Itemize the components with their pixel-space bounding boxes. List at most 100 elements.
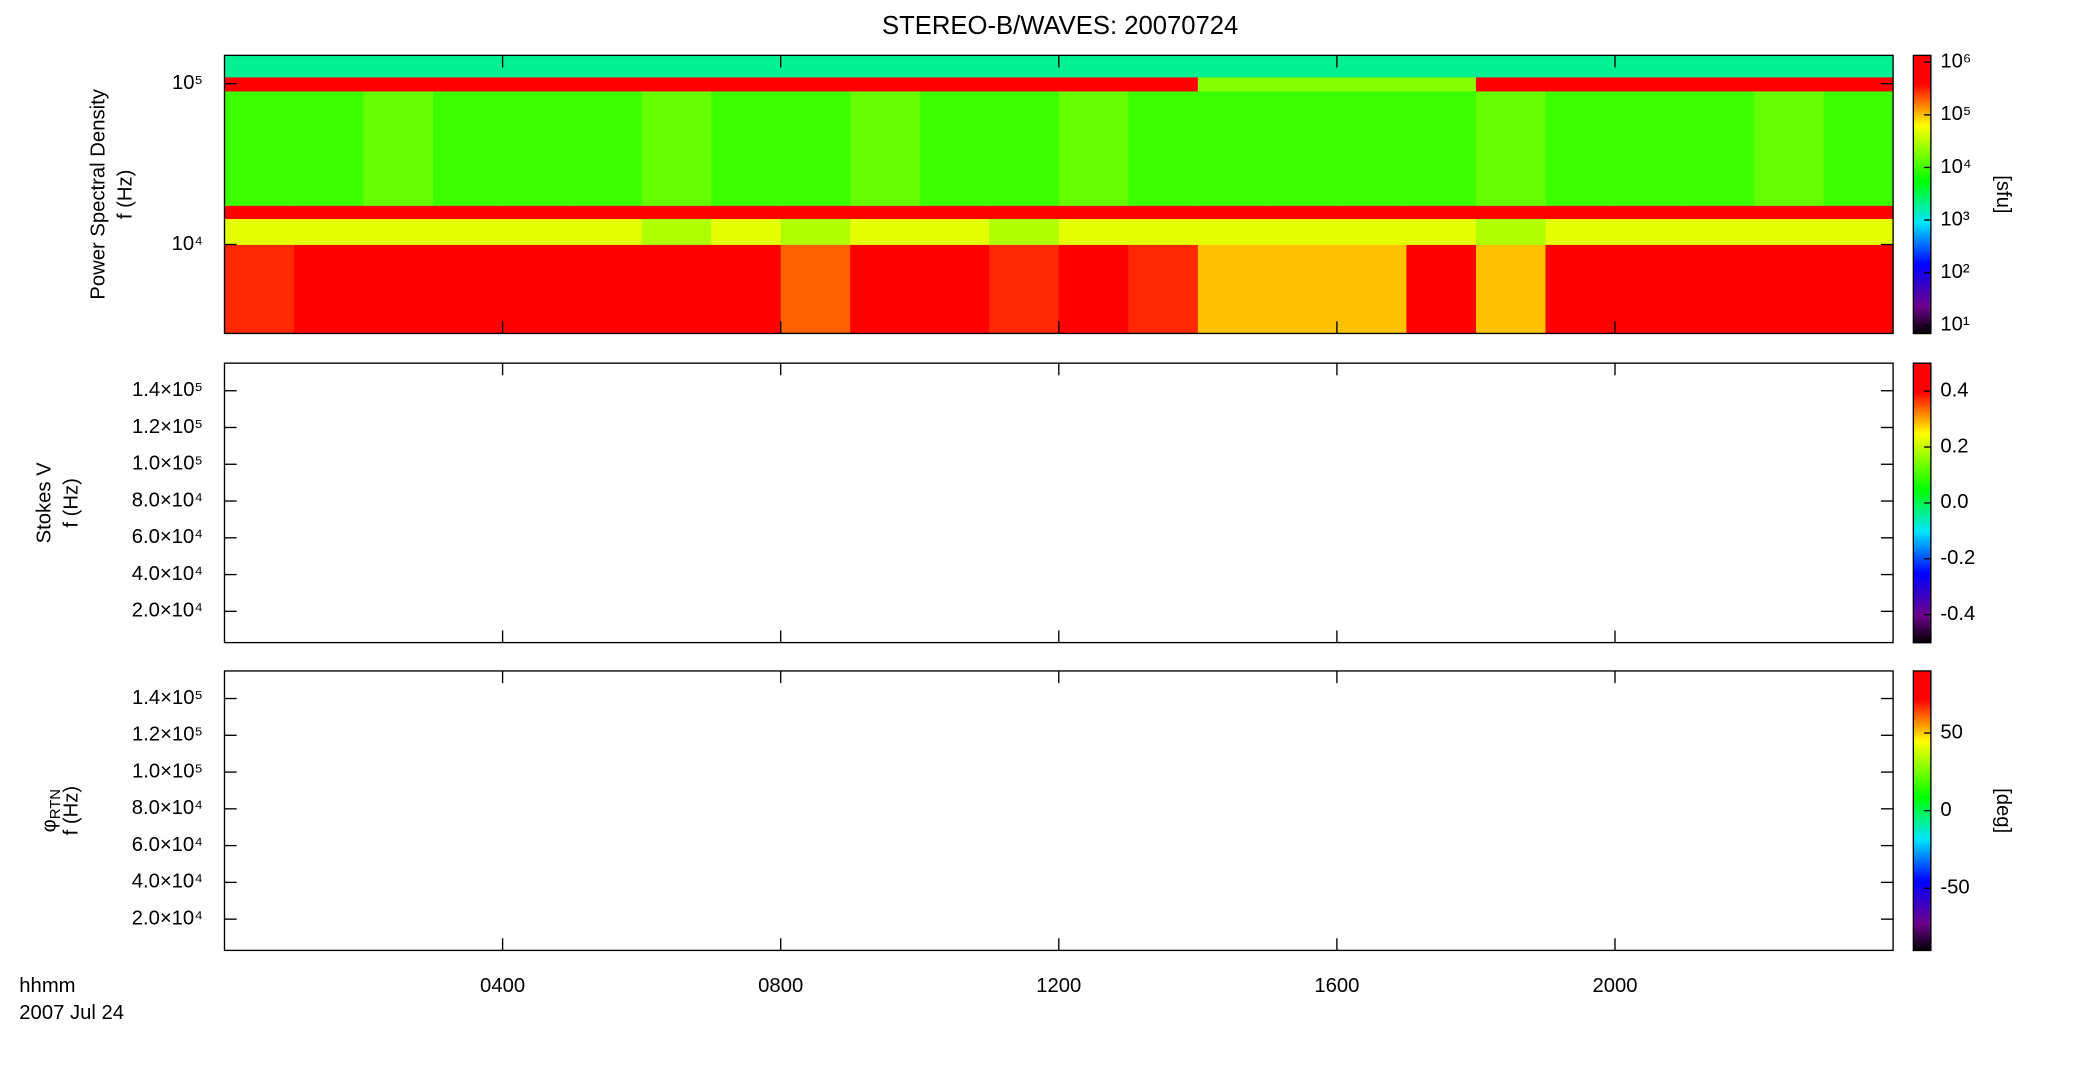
y-tick-label: 1.0×10⁵ [132, 760, 203, 782]
colorbar-strip [1913, 726, 1931, 730]
colorbar-strip [1913, 69, 1931, 73]
heatmap-cell [1336, 77, 1407, 92]
y-tick-label: 1.0×10⁵ [132, 453, 203, 475]
heatmap-cell [572, 218, 643, 245]
colorbar-strip [1913, 687, 1931, 691]
colorbar-strip [1913, 178, 1931, 182]
y-axis-label: Stokes V [33, 462, 55, 544]
x-axis-date: 2007 Jul 24 [19, 1002, 124, 1024]
heatmap-cell [502, 205, 573, 219]
heatmap-cell [502, 77, 573, 92]
colorbar-strip [1913, 273, 1931, 277]
heatmap-cell [1406, 77, 1477, 92]
colorbar-strip [1913, 250, 1931, 254]
colorbar-strip [1913, 575, 1931, 579]
colorbar-strip [1913, 927, 1931, 931]
heatmap-cell [572, 205, 643, 219]
heatmap-cell [641, 77, 712, 92]
colorbar-tick-label: -0.2 [1940, 547, 1975, 569]
colorbar-strip [1913, 421, 1931, 425]
colorbar-strip [1913, 182, 1931, 186]
colorbar-strip [1913, 268, 1931, 272]
colorbar-strip [1913, 771, 1931, 775]
colorbar-strip [1913, 451, 1931, 455]
colorbar-strip [1913, 224, 1931, 228]
heatmap-cell [363, 77, 434, 92]
heatmap-cell [363, 91, 434, 206]
colorbar-strip [1913, 456, 1931, 460]
y-tick-label: 8.0×10⁴ [132, 797, 203, 819]
heatmap-cell [1267, 91, 1338, 206]
heatmap-cell [780, 91, 851, 206]
colorbar-strip [1913, 412, 1931, 416]
colorbar-strip [1913, 402, 1931, 406]
colorbar-strip [1913, 55, 1931, 59]
colorbar-strip [1913, 384, 1931, 388]
colorbar-strip [1913, 64, 1931, 68]
y-tick-label: 4.0×10⁴ [132, 871, 203, 893]
colorbar-strip [1913, 691, 1931, 695]
colorbar-tick-label: 10² [1940, 261, 1970, 283]
colorbar-strip [1913, 845, 1931, 849]
heatmap-cell [224, 218, 295, 245]
y-axis-symbol: φ [39, 819, 61, 832]
colorbar-strip [1913, 736, 1931, 740]
heatmap-cell [224, 244, 295, 334]
colorbar-strip [1913, 57, 1931, 61]
colorbar-strip [1913, 922, 1931, 926]
colorbar-strip [1913, 938, 1931, 942]
heatmap-cell [1615, 77, 1685, 92]
colorbar-strip [1913, 936, 1931, 940]
colorbar-strip [1913, 633, 1931, 637]
heatmap-cell [1267, 55, 1338, 78]
colorbar-strip [1913, 505, 1931, 509]
heatmap-cell [294, 205, 364, 219]
colorbar-strip [1913, 433, 1931, 437]
colorbar-tick-label: 0.4 [1940, 379, 1968, 401]
colorbar-strip [1913, 407, 1931, 411]
colorbar-strip [1913, 815, 1931, 819]
colorbar-strip [1913, 829, 1931, 833]
colorbar-strip [1913, 379, 1931, 383]
colorbar-strip [1913, 312, 1931, 316]
colorbar-strip [1913, 87, 1931, 91]
colorbar-strip [1913, 124, 1931, 128]
heatmap-cell [1197, 91, 1268, 206]
colorbar-strip [1913, 871, 1931, 875]
colorbar-strip [1913, 80, 1931, 84]
heatmap-cell [1475, 91, 1546, 206]
colorbar-strip [1913, 275, 1931, 279]
heatmap-cell [780, 244, 851, 334]
colorbar-strip [1913, 516, 1931, 520]
colorbar-strip [1913, 521, 1931, 525]
colorbar-strip [1913, 701, 1931, 705]
colorbar-strip [1913, 724, 1931, 728]
colorbar-strip [1913, 614, 1931, 618]
heatmap-cell [1267, 77, 1338, 92]
colorbar-strip [1913, 305, 1931, 309]
heatmap-cell [1336, 218, 1407, 245]
colorbar-strip [1913, 367, 1931, 371]
colorbar-strip [1913, 289, 1931, 293]
heatmap-cell [989, 244, 1060, 334]
colorbar-strip [1913, 414, 1931, 418]
colorbar-strip [1913, 719, 1931, 723]
colorbar-strip [1913, 419, 1931, 423]
heatmap-cell [1128, 218, 1199, 245]
heatmap-cell [433, 244, 504, 334]
colorbar-strip [1913, 603, 1931, 607]
x-tick-label: 0400 [480, 975, 525, 997]
colorbar-strip [1913, 630, 1931, 634]
colorbar-strip [1913, 778, 1931, 782]
colorbar-strip [1913, 698, 1931, 702]
heatmap-cell [1823, 218, 1894, 245]
y-tick-label: 2.0×10⁴ [132, 600, 203, 622]
heatmap-cell [1128, 91, 1199, 206]
colorbar-strip [1913, 514, 1931, 518]
heatmap-cell [224, 55, 295, 78]
heatmap-cell [1545, 55, 1616, 78]
heatmap-cell [1684, 205, 1755, 219]
heatmap-cell [363, 55, 434, 78]
colorbar-strip [1913, 593, 1931, 597]
